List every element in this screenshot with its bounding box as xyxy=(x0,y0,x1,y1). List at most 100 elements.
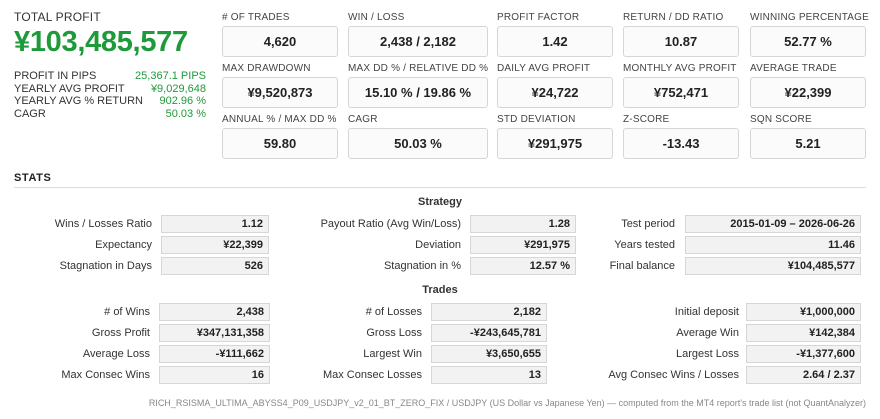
stat-value: 1.12 xyxy=(161,215,269,233)
stat-value: 2.64 / 2.37 xyxy=(746,366,861,384)
stat-label: Payout Ratio (Avg Win/Loss) xyxy=(320,218,461,230)
metric-value: 5.21 xyxy=(750,128,866,159)
stats-divider xyxy=(14,187,866,188)
metric-profit-factor: PROFIT FACTOR 1.42 xyxy=(497,11,613,57)
metric-max-drawdown: MAX DRAWDOWN ¥9,520,873 xyxy=(222,62,338,108)
stats-title: STATS xyxy=(14,172,52,184)
metric-label: WIN / LOSS xyxy=(348,12,405,23)
metric-label: ANNUAL % / MAX DD % xyxy=(222,114,337,125)
stat-value: 12.57 % xyxy=(470,257,576,275)
metric-value: 15.10 % / 19.86 % xyxy=(348,77,488,108)
metric-label: MONTHLY AVG PROFIT xyxy=(623,63,737,74)
summary-rows: PROFIT IN PIPS 25,367.1 PIPS YEARLY AVG … xyxy=(14,70,206,120)
metric-sqn-score: SQN SCORE 5.21 xyxy=(750,113,866,159)
stat-label: # of Wins xyxy=(104,306,150,318)
metric-value: 10.87 xyxy=(623,26,739,57)
stat-label: Stagnation in Days xyxy=(59,260,152,272)
stat-label: Gross Profit xyxy=(91,327,150,339)
metric-value: 2,438 / 2,182 xyxy=(348,26,488,57)
metric-monthly-avg-profit: MONTHLY AVG PROFIT ¥752,471 xyxy=(623,62,739,108)
stat-label: Average Win xyxy=(676,327,739,339)
stat-value: 2015-01-09 – 2026-06-26 xyxy=(685,215,861,233)
trades-title: Trades xyxy=(422,284,458,296)
summary-row-value: 902.96 % xyxy=(159,95,206,107)
metric-label: STD DEVIATION xyxy=(497,114,576,125)
stat-value: 2,182 xyxy=(431,303,547,321)
stat-label: Stagnation in % xyxy=(383,260,461,272)
metric-value: ¥22,399 xyxy=(750,77,866,108)
stat-value: 526 xyxy=(161,257,269,275)
stat-label: Average Loss xyxy=(82,348,150,360)
metric-cagr: CAGR 50.03 % xyxy=(348,113,488,159)
stat-value: -¥243,645,781 xyxy=(431,324,547,342)
stat-label: Avg Consec Wins / Losses xyxy=(608,369,739,381)
stat-label: Largest Win xyxy=(363,348,422,360)
stat-label: Expectancy xyxy=(95,239,152,251)
summary-row-yearly-avg-profit: YEARLY AVG PROFIT ¥9,029,648 xyxy=(14,83,206,96)
metric-label: RETURN / DD RATIO xyxy=(623,12,724,23)
metric-max-dd-relative-dd: MAX DD % / RELATIVE DD % 15.10 % / 19.86… xyxy=(348,62,488,108)
stat-value: ¥1,000,000 xyxy=(746,303,861,321)
summary-panel: TOTAL PROFIT ¥103,485,577 PROFIT IN PIPS… xyxy=(14,10,206,120)
metric-value: 50.03 % xyxy=(348,128,488,159)
metric-value: ¥24,722 xyxy=(497,77,613,108)
metric-label: MAX DD % / RELATIVE DD % xyxy=(348,63,489,74)
stat-label: Final balance xyxy=(609,260,675,272)
stat-value: 2,438 xyxy=(159,303,270,321)
summary-row-cagr: CAGR 50.03 % xyxy=(14,108,206,121)
summary-row-value: 50.03 % xyxy=(165,107,206,120)
metric-label: WINNING PERCENTAGE xyxy=(750,12,869,23)
metric-value: ¥291,975 xyxy=(497,128,613,159)
metric-value: ¥752,471 xyxy=(623,77,739,108)
metric-value: -13.43 xyxy=(623,128,739,159)
summary-row-label: PROFIT IN PIPS xyxy=(14,70,97,82)
stat-value: 16 xyxy=(159,366,270,384)
metric-annual-max-dd: ANNUAL % / MAX DD % 59.80 xyxy=(222,113,338,159)
stat-value: ¥291,975 xyxy=(470,236,576,254)
metric-value: 52.77 % xyxy=(750,26,866,57)
stat-label: Gross Loss xyxy=(366,327,422,339)
stat-label: # of Losses xyxy=(365,306,422,318)
summary-row-label: YEARLY AVG PROFIT xyxy=(14,82,125,95)
metric-label: DAILY AVG PROFIT xyxy=(497,63,591,74)
summary-row-pips: PROFIT IN PIPS 25,367.1 PIPS xyxy=(14,70,206,83)
stat-value: 1.28 xyxy=(470,215,576,233)
summary-row-label: CAGR xyxy=(14,107,46,120)
strategy-title: Strategy xyxy=(417,196,463,208)
total-profit-label: TOTAL PROFIT xyxy=(14,10,101,24)
metric-label: CAGR xyxy=(348,114,378,125)
summary-row-label: YEARLY AVG % RETURN xyxy=(14,95,143,107)
metric-label: PROFIT FACTOR xyxy=(497,12,580,23)
metric-std-deviation: STD DEVIATION ¥291,975 xyxy=(497,113,613,159)
metric-value: 4,620 xyxy=(222,26,338,57)
stat-value: ¥104,485,577 xyxy=(685,257,861,275)
metric-label: Z-SCORE xyxy=(623,114,670,125)
stat-value: -¥111,662 xyxy=(159,345,270,363)
stat-value: ¥3,650,655 xyxy=(431,345,547,363)
summary-row-yearly-avg-return: YEARLY AVG % RETURN 902.96 % xyxy=(14,95,206,108)
stat-label: Max Consec Losses xyxy=(322,369,422,381)
stat-value: ¥347,131,358 xyxy=(159,324,270,342)
metric-label: MAX DRAWDOWN xyxy=(222,63,311,74)
metric-value: ¥9,520,873 xyxy=(222,77,338,108)
summary-row-value: ¥9,029,648 xyxy=(150,82,206,95)
report-footer-note: RICH_RSISMA_ULTIMA_ABYSS4_P09_USDJPY_v2_… xyxy=(148,398,866,408)
metric-label: SQN SCORE xyxy=(750,114,812,125)
stat-label: Wins / Losses Ratio xyxy=(54,218,152,230)
metric-return-dd-ratio: RETURN / DD RATIO 10.87 xyxy=(623,11,739,57)
metric-num-trades: # OF TRADES 4,620 xyxy=(222,11,338,57)
metric-label: # OF TRADES xyxy=(222,12,290,23)
stat-label: Initial deposit xyxy=(674,306,739,318)
metric-label: AVERAGE TRADE xyxy=(750,63,837,74)
metric-daily-avg-profit: DAILY AVG PROFIT ¥24,722 xyxy=(497,62,613,108)
stat-value: ¥22,399 xyxy=(161,236,269,254)
metric-winning-percentage: WINNING PERCENTAGE 52.77 % xyxy=(750,11,869,57)
metric-value: 59.80 xyxy=(222,128,338,159)
stat-label: Deviation xyxy=(415,239,461,251)
total-profit-value: ¥103,485,577 xyxy=(14,26,188,58)
summary-row-value: 25,367.1 PIPS xyxy=(135,70,206,82)
stat-label: Max Consec Wins xyxy=(61,369,150,381)
metric-z-score: Z-SCORE -13.43 xyxy=(623,113,739,159)
stat-value: -¥1,377,600 xyxy=(746,345,861,363)
metric-average-trade: AVERAGE TRADE ¥22,399 xyxy=(750,62,866,108)
